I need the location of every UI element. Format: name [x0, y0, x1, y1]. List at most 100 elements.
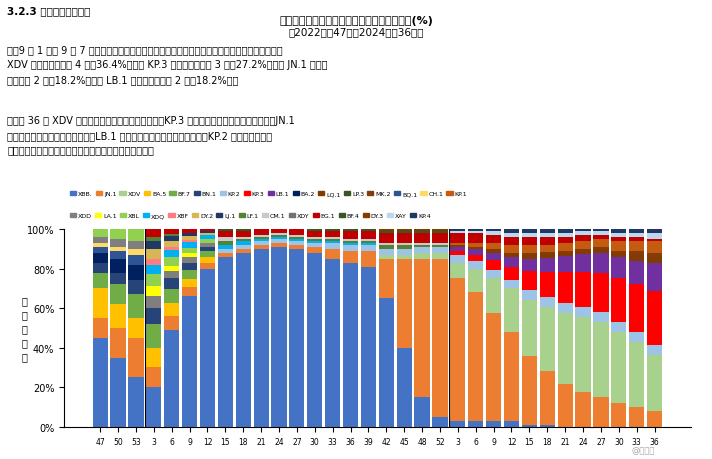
Bar	[647, 240, 662, 241]
Bar	[647, 257, 662, 263]
Bar	[504, 237, 519, 245]
Bar	[432, 243, 448, 245]
Bar	[432, 234, 448, 243]
Bar	[629, 342, 644, 407]
Bar	[182, 287, 197, 297]
Bar	[557, 384, 572, 427]
Bar	[557, 237, 572, 243]
Bar	[289, 239, 305, 241]
Bar	[593, 239, 609, 247]
Bar	[557, 253, 572, 257]
Bar	[504, 257, 519, 267]
Bar	[432, 247, 448, 253]
Bar	[271, 247, 287, 427]
Bar	[146, 241, 162, 249]
Bar	[182, 297, 197, 427]
Bar	[343, 263, 358, 427]
Bar	[575, 249, 591, 251]
Bar	[647, 291, 662, 345]
Bar	[289, 237, 305, 239]
Bar	[593, 249, 609, 253]
Bar	[253, 237, 268, 239]
Bar	[593, 230, 609, 231]
Bar	[164, 316, 179, 330]
Bar	[253, 230, 268, 235]
Bar	[200, 257, 215, 263]
Bar	[164, 251, 179, 257]
Bar	[432, 417, 448, 427]
Bar	[182, 254, 197, 257]
Bar	[128, 295, 144, 318]
Bar	[146, 237, 162, 241]
Bar	[647, 234, 662, 240]
Bar	[271, 237, 287, 239]
Bar	[432, 245, 448, 247]
Bar	[379, 259, 394, 299]
Bar	[522, 230, 537, 234]
Y-axis label: 陽
性
構
成
比: 陽 性 構 成 比	[21, 295, 27, 361]
Bar	[110, 358, 125, 427]
Bar	[93, 247, 108, 253]
Bar	[629, 234, 644, 237]
Bar	[146, 287, 162, 297]
Bar	[182, 270, 197, 280]
Bar	[271, 239, 287, 243]
Bar	[468, 231, 483, 234]
Bar	[397, 243, 412, 245]
Bar	[486, 230, 501, 231]
Bar	[218, 241, 233, 246]
Bar	[236, 249, 251, 253]
Bar	[593, 273, 609, 313]
Bar	[164, 267, 179, 272]
Bar	[540, 371, 555, 425]
Bar	[164, 330, 179, 427]
Bar	[128, 241, 144, 249]
Bar	[200, 251, 215, 257]
Bar	[253, 249, 268, 427]
Bar	[593, 253, 609, 273]
Bar	[182, 242, 197, 248]
Bar	[593, 247, 609, 249]
Bar	[575, 251, 591, 255]
Bar	[486, 313, 501, 421]
Bar	[146, 230, 162, 237]
Bar	[397, 245, 412, 249]
Bar	[110, 247, 125, 251]
Bar	[146, 259, 162, 265]
Bar	[93, 253, 108, 263]
Bar	[468, 269, 483, 293]
Bar	[450, 234, 466, 243]
Bar	[307, 243, 323, 247]
Bar	[486, 261, 501, 270]
Bar	[504, 245, 519, 253]
Bar	[361, 246, 376, 252]
Bar	[486, 270, 501, 278]
Bar	[146, 275, 162, 287]
Bar	[93, 273, 108, 289]
Bar	[414, 397, 429, 427]
Bar	[450, 251, 466, 255]
Bar	[200, 230, 215, 231]
Bar	[486, 235, 501, 243]
Bar	[164, 272, 179, 279]
Bar	[218, 257, 233, 427]
Bar	[575, 231, 591, 235]
Bar	[128, 338, 144, 377]
Bar	[611, 322, 627, 332]
Bar	[468, 421, 483, 427]
Bar	[414, 231, 429, 234]
Bar	[522, 259, 537, 271]
Bar	[182, 263, 197, 270]
Bar	[93, 237, 108, 243]
Bar	[236, 245, 251, 249]
Bar	[253, 239, 268, 241]
Bar	[343, 241, 358, 243]
Bar	[110, 239, 125, 247]
Bar	[236, 237, 251, 239]
Bar	[450, 247, 466, 251]
Bar	[200, 269, 215, 427]
Bar	[289, 249, 305, 427]
Bar	[468, 234, 483, 243]
Bar	[557, 230, 572, 234]
Bar	[361, 240, 376, 241]
